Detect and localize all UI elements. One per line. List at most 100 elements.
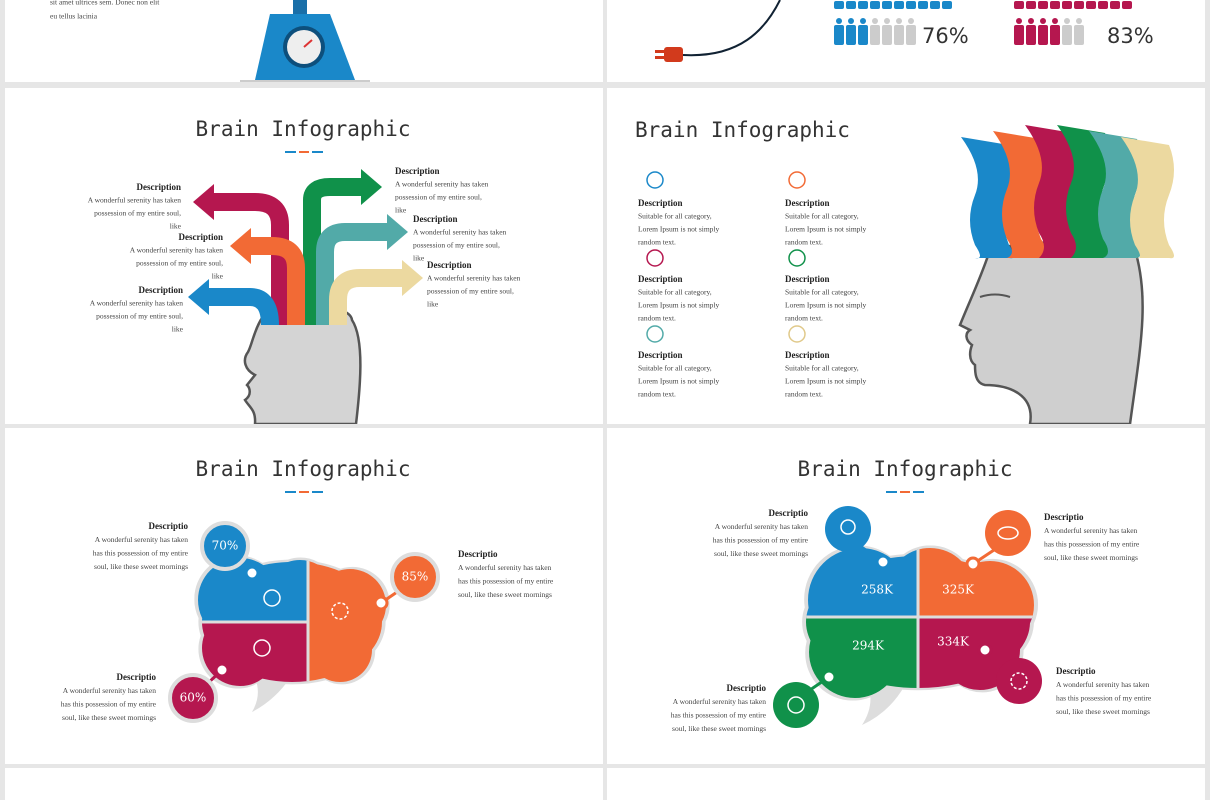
scale-neck	[293, 0, 307, 14]
person-head	[1040, 18, 1046, 24]
person-body	[858, 25, 868, 45]
item-body: Lorem Ipsum is not simply	[785, 377, 866, 386]
item-heading: Description	[785, 274, 830, 284]
item-icon	[646, 249, 664, 267]
badge	[200, 521, 250, 571]
arrow-head	[193, 184, 214, 220]
person-body	[1014, 1, 1024, 9]
item-body: Suitable for all category,	[785, 212, 859, 221]
item-heading: Descriptio	[769, 508, 809, 518]
item-body: possession of my entire soul,	[136, 259, 223, 268]
node	[373, 595, 389, 611]
person-body	[1026, 25, 1036, 45]
item-body: A wonderful serenity has taken	[427, 274, 521, 283]
person-body	[1050, 1, 1060, 9]
person-body	[906, 25, 916, 45]
item-body: soul, like these sweet mornings	[458, 590, 552, 599]
badge-value: 60%	[180, 691, 207, 705]
item-body: soul, like these sweet mornings	[1056, 707, 1150, 716]
person-body	[834, 1, 844, 9]
item-body: like	[172, 325, 184, 334]
item-heading: Descriptio	[117, 672, 157, 682]
item-body: random text.	[638, 238, 676, 247]
hair-band	[1057, 125, 1110, 258]
person-body	[846, 1, 856, 9]
item-body: possession of my entire soul,	[96, 312, 183, 321]
person-body	[1110, 1, 1120, 9]
person-body	[930, 1, 940, 9]
arrow	[250, 237, 305, 325]
item-heading: Description	[638, 198, 683, 208]
slide-panel	[5, 768, 603, 800]
item-body: A wonderful serenity has taken	[1044, 526, 1138, 535]
quadrant-value: 258K	[861, 583, 894, 597]
item-icon	[646, 171, 664, 189]
person-head	[884, 18, 890, 24]
person-body	[882, 1, 892, 9]
eyebrow	[979, 293, 1011, 298]
arrow-head	[402, 260, 423, 296]
item-heading: Descriptio	[458, 549, 498, 559]
body-text: eu tellus lacinia	[50, 12, 98, 21]
item-body: Lorem Ipsum is not simply	[785, 301, 866, 310]
person-body	[942, 1, 952, 9]
person-body	[1038, 1, 1048, 9]
quadrant	[806, 617, 918, 698]
item-body: possession of my entire soul,	[427, 287, 514, 296]
item-heading: Description	[179, 232, 224, 242]
arrow-head	[361, 169, 382, 205]
item-body: A wonderful serenity has taken	[88, 196, 182, 205]
eye-icon	[997, 526, 1019, 540]
brain-1	[168, 521, 440, 723]
hair-band	[1121, 137, 1174, 259]
person-body	[1074, 1, 1084, 9]
item-body: possession of my entire soul,	[413, 241, 500, 250]
gear-icon	[331, 602, 349, 620]
arrow	[303, 178, 362, 325]
badge	[168, 673, 218, 723]
icon-badge	[825, 506, 871, 552]
item-body: has this possession of my entire	[671, 711, 767, 720]
scale-icon	[240, 0, 370, 82]
gauge-needle	[303, 39, 313, 48]
item-body: has this possession of my entire	[458, 577, 554, 586]
item-icon	[788, 325, 806, 343]
person-body	[894, 1, 904, 9]
hair	[961, 125, 1174, 259]
item-body: soul, like these sweet mornings	[94, 562, 188, 571]
icon-badge	[773, 682, 819, 728]
head	[243, 303, 362, 424]
item-heading: Description	[139, 285, 184, 295]
item-body: like	[413, 254, 425, 263]
hair-band	[1089, 131, 1142, 258]
person-body	[834, 25, 844, 45]
plug-body	[664, 47, 683, 62]
person-head	[1016, 18, 1022, 24]
person-body	[1038, 25, 1048, 45]
arrow-head	[230, 228, 251, 264]
item-body: soul, like these sweet mornings	[672, 724, 766, 733]
item-body: Suitable for all category,	[785, 288, 859, 297]
item-body: A wonderful serenity has taken	[90, 299, 184, 308]
person-head	[860, 18, 866, 24]
item-body: A wonderful serenity has taken	[63, 686, 157, 695]
item-icon	[646, 325, 664, 343]
item-body: Suitable for all category,	[638, 364, 712, 373]
arrow	[208, 288, 279, 326]
brain-tail	[252, 678, 290, 712]
item-heading: Description	[785, 198, 830, 208]
person-head	[896, 18, 902, 24]
plug-pin	[655, 56, 664, 59]
gear-icon	[1010, 672, 1028, 690]
big-head	[958, 125, 1174, 424]
item-body: A wonderful serenity has taken	[458, 563, 552, 572]
person-body	[1062, 1, 1072, 9]
item-body: Suitable for all category,	[638, 288, 712, 297]
person-body	[846, 25, 856, 45]
person-body	[1086, 1, 1096, 9]
person-head	[872, 18, 878, 24]
person-head	[1064, 18, 1070, 24]
item-heading: Description	[413, 214, 458, 224]
